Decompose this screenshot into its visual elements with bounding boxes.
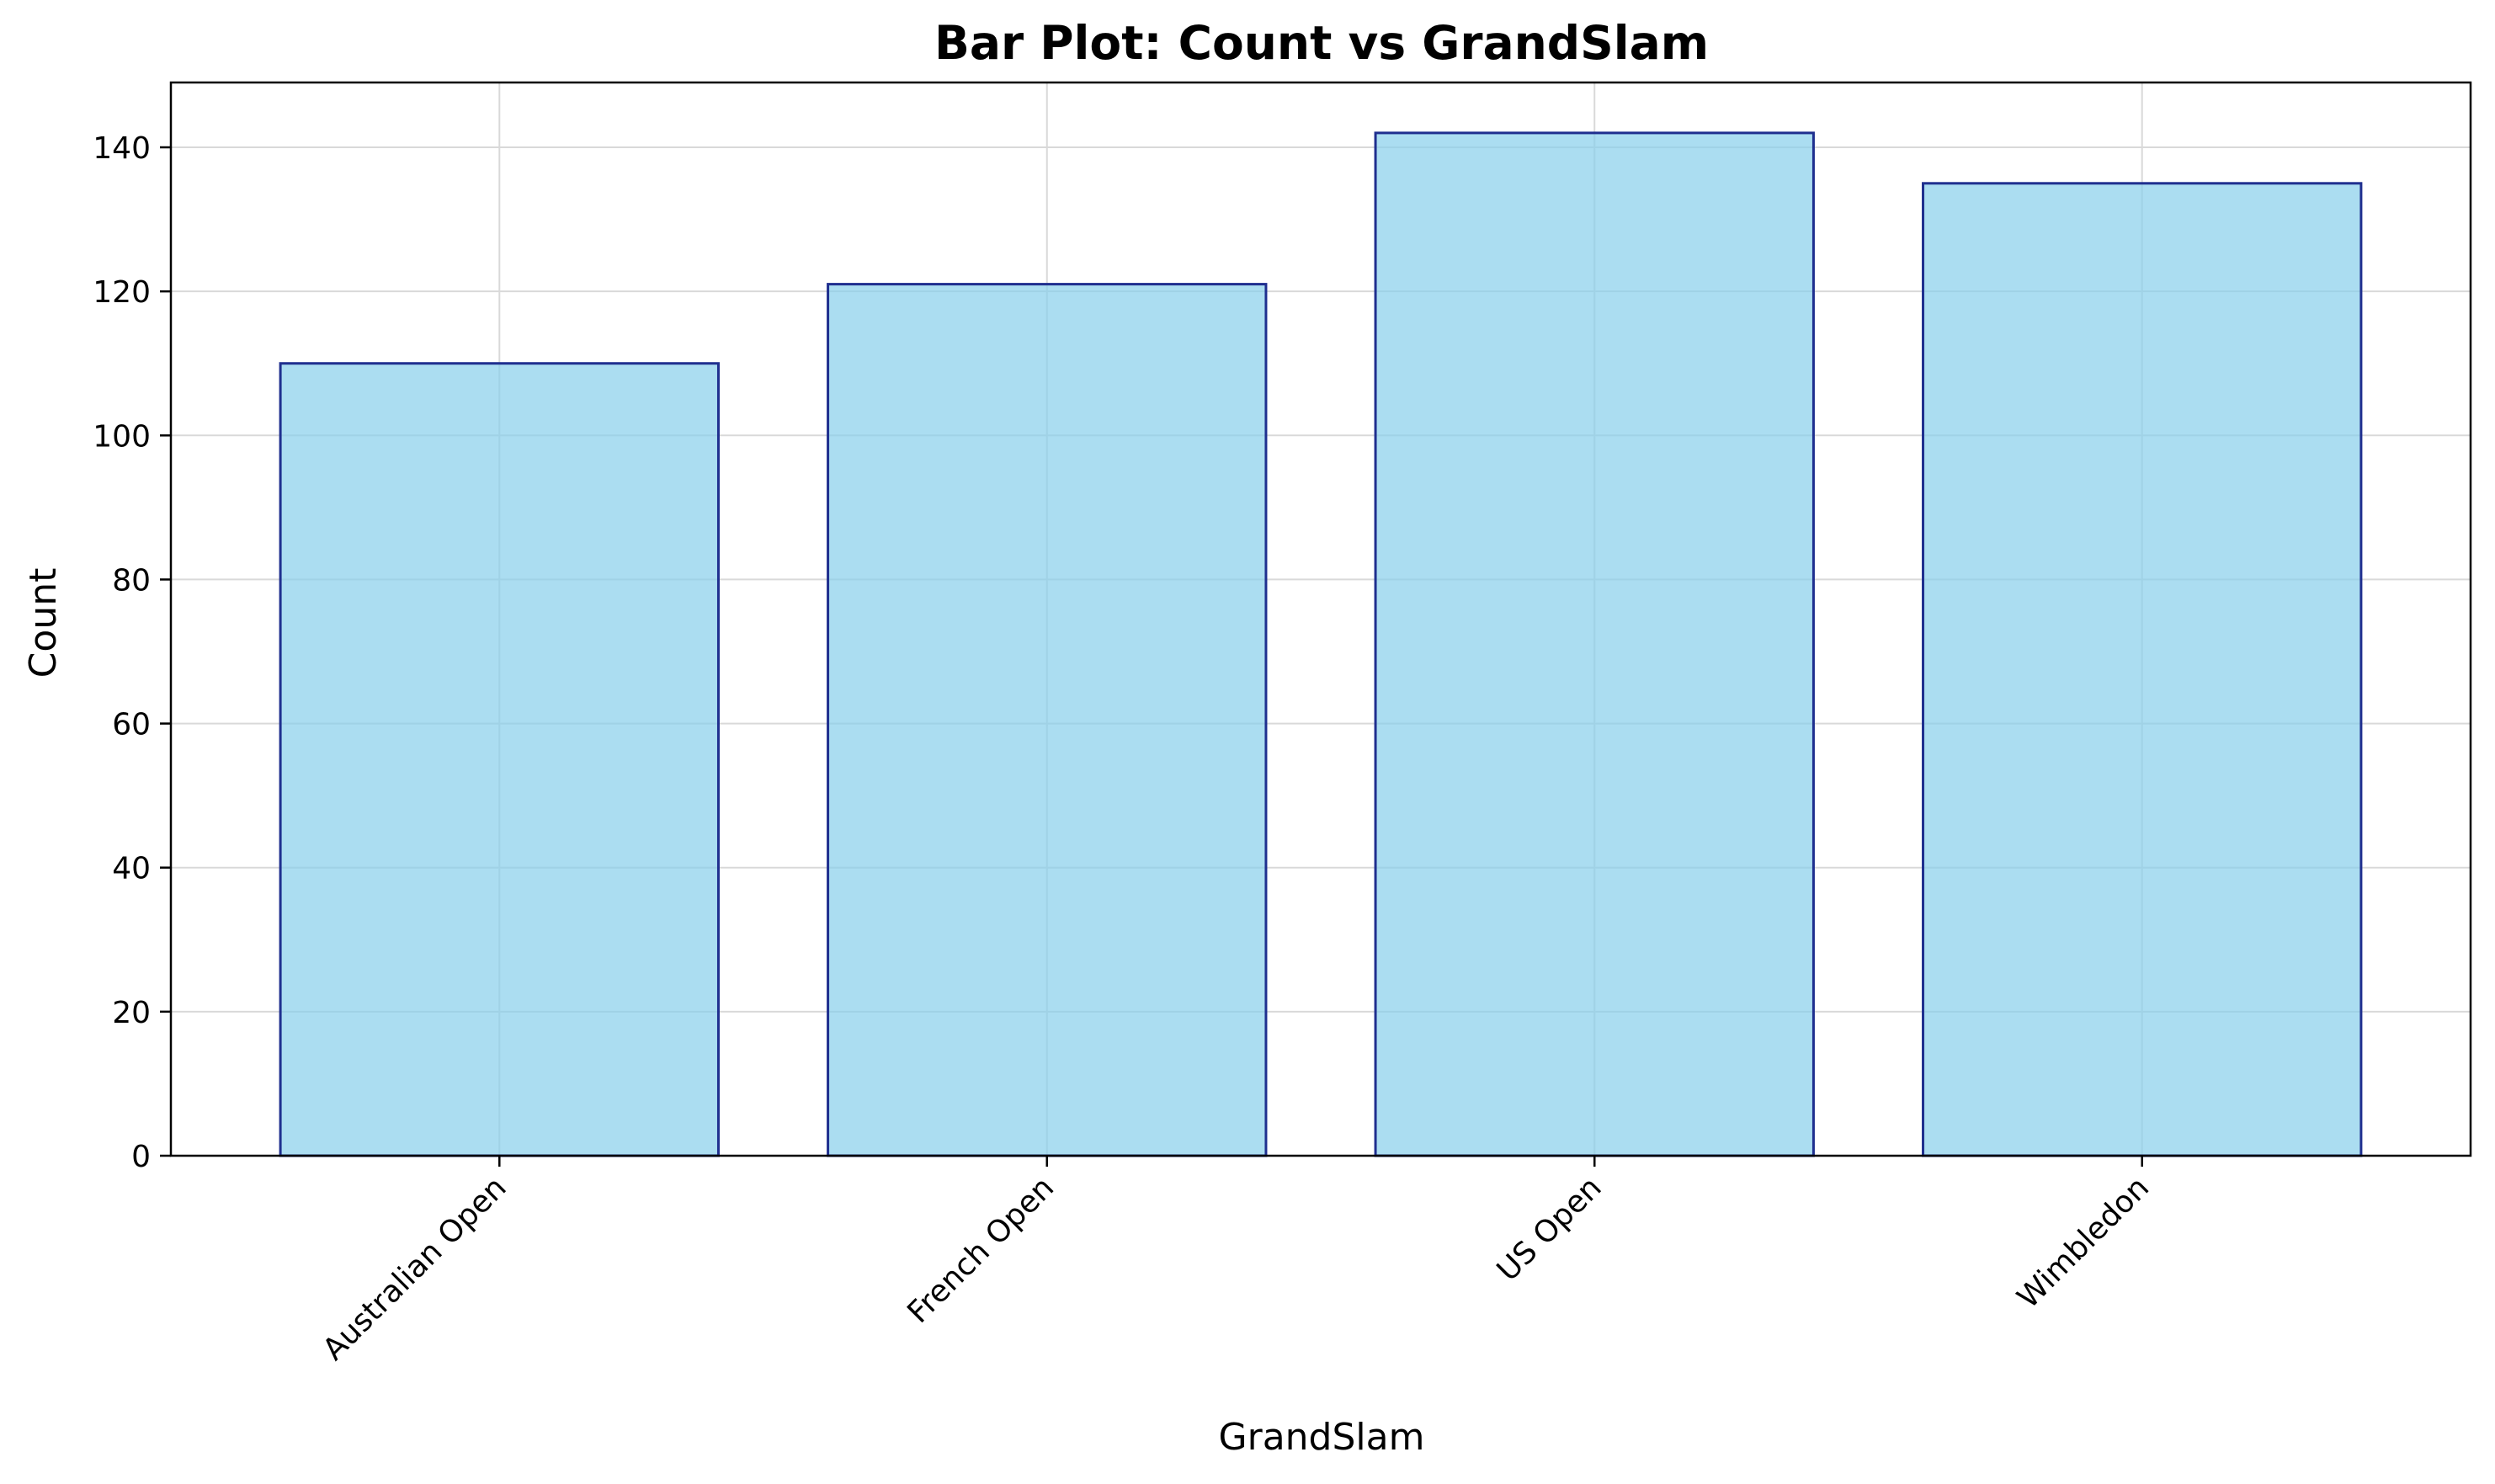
bar-us-open: [1374, 131, 1815, 1157]
y-tick-label: 0: [131, 1140, 151, 1174]
y-tick-label: 120: [93, 275, 151, 310]
x-axis-label: GrandSlam: [1219, 1416, 1425, 1459]
y-tick-label: 140: [93, 131, 151, 166]
y-tick-label: 80: [112, 563, 151, 598]
plot-frame: [169, 81, 2472, 1157]
y-axis-ticks: 0 20 40 60 80 100 120 140: [93, 131, 171, 1174]
y-tick-label: 100: [93, 419, 151, 454]
y-tick-label: 60: [112, 708, 151, 742]
bar-wimbledon: [1922, 182, 2363, 1157]
y-tick-label: 40: [112, 852, 151, 886]
bars: [279, 131, 2363, 1157]
y-tick-label: 20: [112, 996, 151, 1030]
bar-australian-open: [279, 362, 720, 1157]
bar-french-open: [827, 283, 1268, 1157]
chart-title: Bar Plot: Count vs GrandSlam: [934, 16, 1709, 70]
y-axis-label: Count: [22, 568, 65, 678]
